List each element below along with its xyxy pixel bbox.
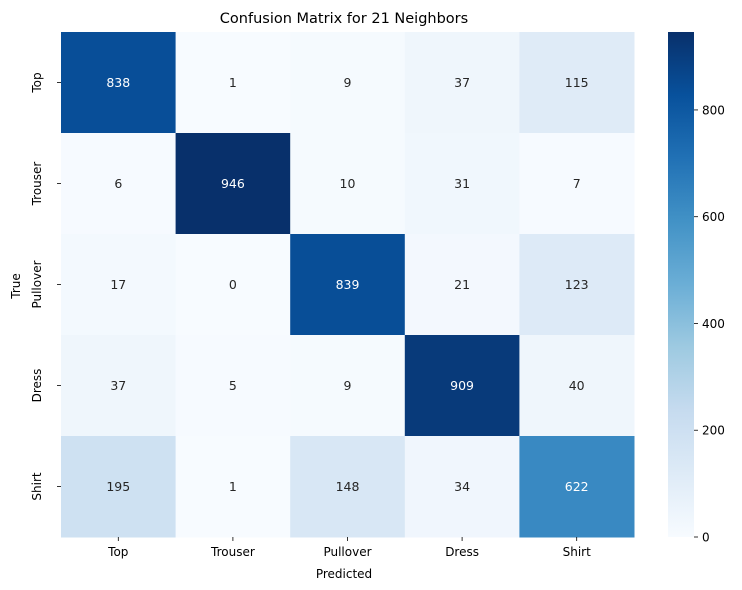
cell-value-label: 909 [450,378,474,393]
heatmap-cell [175,335,291,437]
heatmap-cell [290,234,406,336]
heatmap-cell [519,234,635,336]
cell-value-label: 6 [114,176,122,191]
heatmap-cell [175,436,291,538]
x-axis-ticks: Top Trouser Pullover Dress Shirt [107,537,591,559]
colorbar [668,32,694,537]
cell-value-label: 34 [454,479,470,494]
cell-value-label: 1 [229,479,237,494]
x-tick-label: Trouser [210,545,255,559]
heatmap-cell [519,335,635,437]
heatmap-cell [404,234,520,336]
colorbar-tick-label: 400 [702,317,725,331]
cell-value-label: 148 [336,479,360,494]
heatmap-cell [290,32,406,134]
cell-value-label: 40 [569,378,585,393]
y-axis-ticks: Top Trouser Pullover Dress Shirt [30,72,61,501]
heatmap-cell [404,335,520,437]
heatmap-cell [519,436,635,538]
cell-value-label: 17 [110,277,126,292]
cell-value-label: 0 [229,277,237,292]
heatmap-cell [61,234,177,336]
cell-value-label: 31 [454,176,470,191]
cell-value-label: 9 [344,75,352,90]
cell-value-label: 10 [340,176,356,191]
y-tick-label: Top [30,72,44,93]
heatmap-cell [61,335,177,437]
heatmap-cell [519,133,635,235]
heatmap-cell [61,436,177,538]
heatmap-cell [290,436,406,538]
colorbar-tick-label: 0 [702,531,710,545]
y-axis-label: True [9,273,23,300]
heatmap-cell [175,133,291,235]
cell-value-label: 622 [565,479,589,494]
heatmap-cells: 838 1 9 37 115 6 946 10 31 7 17 0 839 21 123 37 5 9 909 40 1… [61,32,635,538]
cell-value-label: 9 [344,378,352,393]
heatmap-cell [175,234,291,336]
colorbar-tick-label: 800 [702,103,725,117]
x-tick-label: Pullover [323,545,371,559]
colorbar-ticks: 0 200 400 600 800 [694,103,725,545]
x-axis-label: Predicted [316,567,372,581]
cell-value-label: 115 [565,75,589,90]
y-tick-label: Trouser [30,162,44,207]
heatmap-cell [519,32,635,134]
cell-value-label: 21 [454,277,470,292]
heatmap-cell [61,133,177,235]
cell-value-label: 123 [565,277,589,292]
cell-value-label: 7 [573,176,581,191]
colorbar-tick-label: 200 [702,424,725,438]
heatmap-cell [175,32,291,134]
heatmap-cell [404,133,520,235]
heatmap-cell [61,32,177,134]
y-tick-label: Dress [30,369,44,403]
x-tick-label: Top [107,545,128,559]
x-tick-label: Shirt [563,545,591,559]
cell-value-label: 838 [106,75,130,90]
heatmap-cell [404,32,520,134]
colorbar-tick-label: 600 [702,210,725,224]
cell-value-label: 37 [454,75,470,90]
heatmap-cell [404,436,520,538]
heatmap-cell [290,335,406,437]
cell-value-label: 946 [221,176,245,191]
cell-value-label: 1 [229,75,237,90]
cell-value-label: 37 [110,378,126,393]
chart-title: Confusion Matrix for 21 Neighbors [220,11,468,27]
y-tick-label: Pullover [30,260,44,308]
x-tick-label: Dress [445,545,479,559]
heatmap-cell [290,133,406,235]
cell-value-label: 5 [229,378,237,393]
y-tick-label: Shirt [30,472,44,500]
cell-value-label: 839 [336,277,360,292]
cell-value-label: 195 [106,479,130,494]
